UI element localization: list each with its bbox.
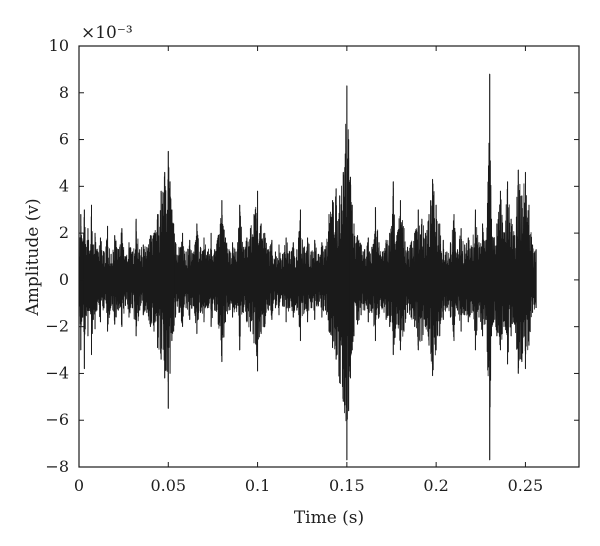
x-tick-label: 0.05 <box>150 476 186 495</box>
x-tick-label: 0 <box>74 476 84 495</box>
signal-trace-group <box>78 73 537 461</box>
y-tick-label: 2 <box>59 223 69 242</box>
y-tick-label: −2 <box>45 317 69 336</box>
y-tick-label: 10 <box>49 36 69 55</box>
y-tick-label: 6 <box>59 130 69 149</box>
y-scale-exponent-label: ×10⁻³ <box>81 23 133 43</box>
x-tick-label: 0.15 <box>329 476 365 495</box>
x-tick-label: 0.1 <box>245 476 270 495</box>
x-tick-label: 0.25 <box>508 476 544 495</box>
y-tick-label: 8 <box>59 83 69 102</box>
y-axis-ticks: −8 −6 −4 −2 0 2 4 6 8 10 <box>45 36 579 476</box>
y-tick-label: −6 <box>45 410 69 429</box>
y-tick-label: 4 <box>59 176 69 195</box>
plot-frame <box>78 45 580 468</box>
y-tick-label: −8 <box>45 457 69 476</box>
y-axis-label: Amplitude (v) <box>23 198 43 316</box>
x-tick-label: 0.2 <box>423 476 448 495</box>
y-tick-label: 0 <box>59 270 69 289</box>
x-axis-ticks: 0 0.05 0.1 0.15 0.2 0.25 <box>74 46 543 495</box>
x-axis-label: Time (s) <box>294 508 364 528</box>
y-tick-label: −4 <box>45 363 69 382</box>
